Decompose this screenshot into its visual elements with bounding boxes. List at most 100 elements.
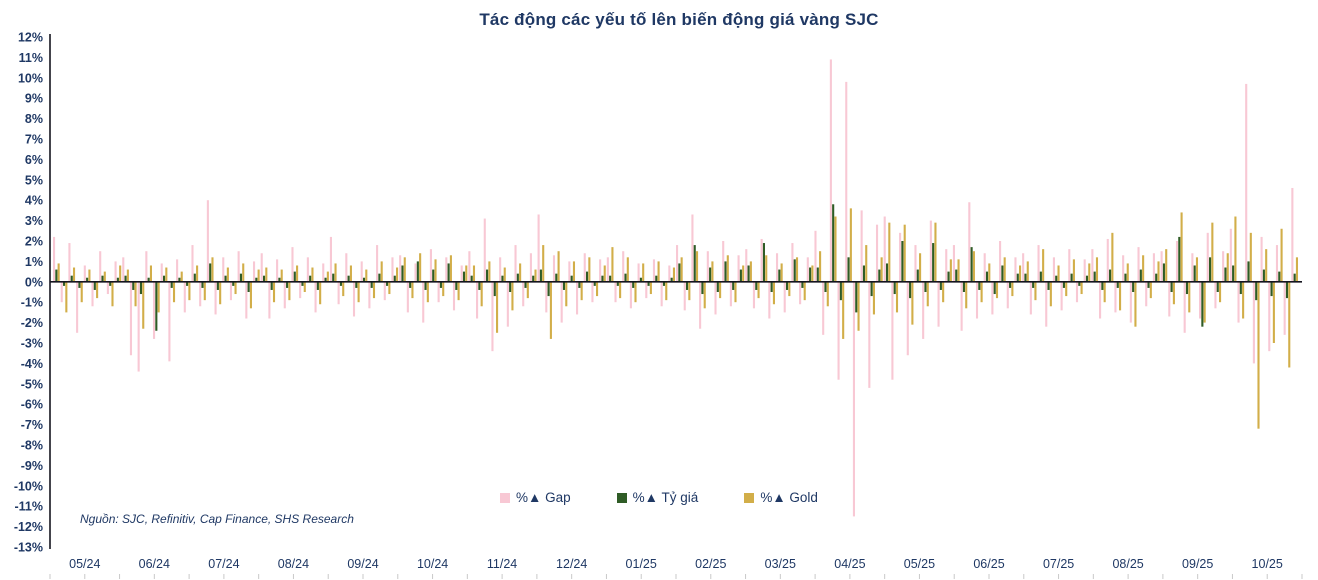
bar	[1162, 263, 1165, 282]
bar	[783, 281, 786, 313]
bar	[316, 281, 319, 290]
bar	[1095, 257, 1099, 282]
bar	[306, 257, 309, 282]
bar	[929, 220, 932, 282]
bar	[962, 281, 965, 292]
bar	[1134, 281, 1137, 327]
bar	[334, 263, 337, 282]
bar	[657, 261, 660, 282]
bar	[762, 243, 765, 282]
y-tick-label: -2%	[21, 316, 43, 330]
bar	[529, 253, 532, 282]
legend-label-gold: %▲ Gold	[760, 490, 818, 505]
y-tick-label: -5%	[21, 377, 43, 391]
bar	[406, 281, 409, 313]
bar	[1075, 281, 1079, 303]
bar	[360, 261, 363, 282]
bar	[1057, 265, 1060, 282]
bar	[1255, 281, 1258, 301]
bar	[76, 281, 79, 333]
bar	[372, 281, 376, 299]
bar	[957, 259, 960, 282]
bar	[699, 281, 702, 329]
y-tick-label: 7%	[25, 133, 43, 147]
bar	[376, 245, 379, 282]
bar	[1039, 271, 1042, 282]
bar	[586, 271, 589, 282]
bar	[322, 263, 325, 282]
bar	[655, 275, 658, 282]
bar	[1032, 281, 1035, 288]
bar	[862, 265, 865, 282]
x-tick-label: 05/25	[904, 557, 935, 571]
bar	[645, 281, 648, 299]
bar	[1185, 281, 1189, 295]
bar	[568, 261, 571, 282]
bar	[278, 277, 281, 282]
bar	[483, 218, 486, 282]
bar	[488, 261, 491, 282]
bar	[296, 265, 299, 282]
bar	[114, 261, 117, 282]
bar	[775, 253, 779, 282]
bar	[70, 275, 73, 282]
bar	[362, 277, 366, 282]
bar	[832, 204, 835, 282]
bar	[229, 281, 232, 301]
bar	[562, 281, 566, 290]
bar	[60, 281, 63, 303]
bar	[1014, 257, 1017, 282]
bar	[160, 263, 163, 282]
bar	[414, 263, 417, 282]
bar	[1072, 259, 1075, 282]
bar	[380, 261, 383, 282]
bar	[1168, 281, 1171, 317]
bar	[1009, 281, 1012, 288]
bar	[270, 281, 273, 290]
bar	[872, 281, 875, 315]
bar	[701, 281, 704, 295]
bar	[383, 281, 386, 301]
bar	[649, 281, 652, 295]
y-tick-label: -13%	[14, 541, 43, 555]
y-tick-label: -12%	[14, 520, 43, 534]
bar	[1249, 232, 1252, 282]
bar	[745, 249, 748, 282]
bar	[1119, 281, 1122, 311]
bar	[970, 247, 973, 282]
bar	[539, 269, 542, 282]
bar	[768, 281, 771, 319]
bar	[447, 263, 450, 282]
bar	[329, 236, 332, 282]
bar	[678, 263, 681, 282]
bar	[852, 281, 855, 517]
bar	[201, 281, 204, 288]
bar	[729, 281, 732, 307]
bar	[460, 265, 463, 282]
bar	[665, 281, 668, 301]
bar	[939, 281, 942, 290]
x-tick-label: 06/24	[139, 557, 170, 571]
bar	[314, 281, 317, 313]
bar	[670, 277, 673, 282]
bar	[760, 238, 763, 282]
bar	[183, 281, 186, 313]
bar	[1111, 232, 1114, 282]
bar	[909, 281, 912, 299]
bar	[149, 265, 152, 282]
bar	[822, 281, 825, 335]
bar	[703, 281, 706, 309]
bar	[565, 281, 568, 307]
bar	[299, 281, 302, 299]
bar	[860, 210, 863, 282]
x-tick-label: 06/25	[973, 557, 1004, 571]
bar	[780, 263, 783, 282]
bar	[693, 245, 696, 282]
bar	[716, 281, 719, 292]
y-tick-label: 1%	[25, 255, 43, 269]
bar	[1293, 273, 1296, 282]
bar	[534, 269, 537, 282]
bar	[522, 281, 525, 307]
bar	[709, 267, 712, 282]
